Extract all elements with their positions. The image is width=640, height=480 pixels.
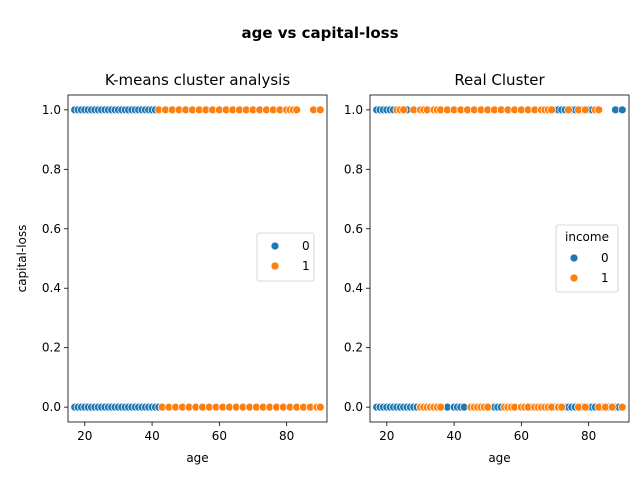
- x-tick-label: 40: [446, 429, 461, 443]
- x-tick-label: 80: [581, 429, 596, 443]
- scatter-point: [581, 106, 589, 114]
- scatter-point: [316, 106, 324, 114]
- axes-title: Real Cluster: [454, 71, 545, 89]
- x-tick-label: 60: [212, 429, 227, 443]
- scatter-point: [595, 106, 603, 114]
- scatter-point: [618, 106, 626, 114]
- y-tick-label: 0.0: [344, 400, 363, 414]
- y-tick-label: 1.0: [42, 103, 61, 117]
- x-tick-label: 60: [514, 429, 529, 443]
- x-axis-label: age: [488, 451, 510, 465]
- legend: income 0 1: [556, 225, 618, 292]
- scatter-point: [608, 403, 616, 411]
- scatter-point: [618, 403, 626, 411]
- y-tick-label: 0.2: [42, 341, 61, 355]
- scatter-point: [437, 403, 445, 411]
- legend-entry-label: 1: [601, 271, 609, 285]
- scatter-point: [564, 106, 572, 114]
- axes-title: K-means cluster analysis: [105, 71, 290, 89]
- scatter-point: [293, 106, 301, 114]
- scatter-point: [316, 403, 324, 411]
- legend: 01: [257, 233, 314, 281]
- y-tick-label: 0.8: [42, 162, 61, 176]
- y-tick-label: 0.8: [344, 162, 363, 176]
- figure-suptitle: age vs capital-loss: [241, 24, 398, 42]
- legend-entry-label: 0: [302, 239, 310, 253]
- scatter-point: [400, 106, 408, 114]
- legend-marker: [271, 262, 279, 270]
- y-tick-label: 0.4: [42, 281, 61, 295]
- x-axis-label: age: [186, 451, 208, 465]
- legend-title: income: [565, 230, 609, 244]
- x-tick-label: 40: [144, 429, 159, 443]
- legend-marker: [570, 254, 578, 262]
- y-tick-label: 0.6: [42, 222, 61, 236]
- y-tick-label: 1.0: [344, 103, 363, 117]
- x-tick-label: 20: [77, 429, 92, 443]
- scatter-point: [581, 403, 589, 411]
- legend-marker: [570, 274, 578, 282]
- y-tick-label: 0.6: [344, 222, 363, 236]
- legend-entry-label: 1: [302, 259, 310, 273]
- scatter-point: [548, 106, 556, 114]
- y-tick-label: 0.2: [344, 341, 363, 355]
- x-tick-label: 20: [379, 429, 394, 443]
- scatter-point: [558, 403, 566, 411]
- y-tick-label: 0.0: [42, 400, 61, 414]
- legend-entry-label: 0: [601, 251, 609, 265]
- y-axis-label: capital-loss: [15, 225, 29, 293]
- x-tick-label: 80: [279, 429, 294, 443]
- legend-marker: [271, 242, 279, 250]
- y-tick-label: 0.4: [344, 281, 363, 295]
- scatter-point: [484, 403, 492, 411]
